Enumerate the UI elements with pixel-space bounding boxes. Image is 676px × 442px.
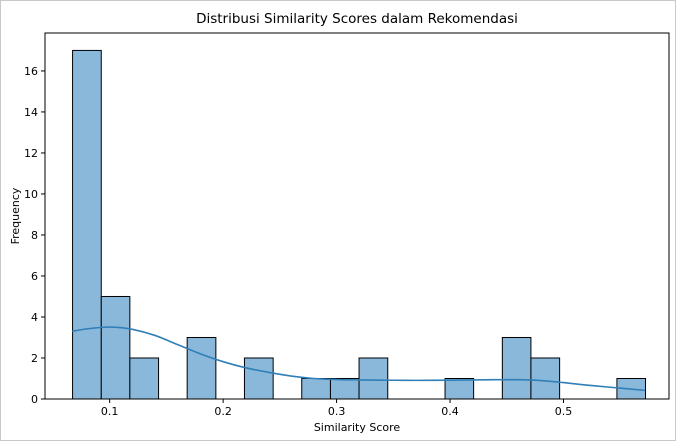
y-tick-label: 12 xyxy=(24,147,38,160)
y-tick-label: 6 xyxy=(31,270,38,283)
histogram-bar xyxy=(129,357,160,400)
y-tick-label: 14 xyxy=(24,106,38,119)
y-tick-label: 10 xyxy=(24,188,38,201)
y-tick-label: 2 xyxy=(31,352,38,365)
y-tick-label: 8 xyxy=(31,229,38,242)
x-axis-title: Similarity Score xyxy=(314,421,401,434)
y-tick-label: 0 xyxy=(31,393,38,406)
kde-line xyxy=(72,326,646,392)
histogram-bar xyxy=(186,336,217,400)
x-axis-ticks: 0.1 0.2 0.3 0.4 0.5 xyxy=(101,399,572,418)
y-axis-title: Frequency xyxy=(9,187,22,244)
histogram-bar xyxy=(100,295,131,400)
histogram-bar xyxy=(358,357,389,400)
y-tick-label: 4 xyxy=(31,311,38,324)
x-tick-label: 0.5 xyxy=(555,405,573,418)
histogram-bar xyxy=(301,377,331,400)
x-tick-label: 0.4 xyxy=(441,405,459,418)
histogram-bar xyxy=(501,336,532,400)
plot-area-border xyxy=(44,32,670,400)
x-tick-label: 0.3 xyxy=(328,405,346,418)
x-tick-label: 0.1 xyxy=(101,405,119,418)
bars-layer xyxy=(72,49,647,400)
histogram-bar xyxy=(72,49,102,400)
y-tick-label: 16 xyxy=(24,65,38,78)
histogram-bar xyxy=(530,357,561,400)
histogram-bar xyxy=(444,377,475,400)
x-tick-label: 0.2 xyxy=(214,405,232,418)
y-axis-ticks: 0 2 4 6 8 10 12 14 16 xyxy=(24,65,45,406)
histogram-bar xyxy=(329,377,360,400)
chart-title: Distribusi Similarity Scores dalam Rekom… xyxy=(196,11,518,27)
histogram-bar xyxy=(243,357,274,400)
